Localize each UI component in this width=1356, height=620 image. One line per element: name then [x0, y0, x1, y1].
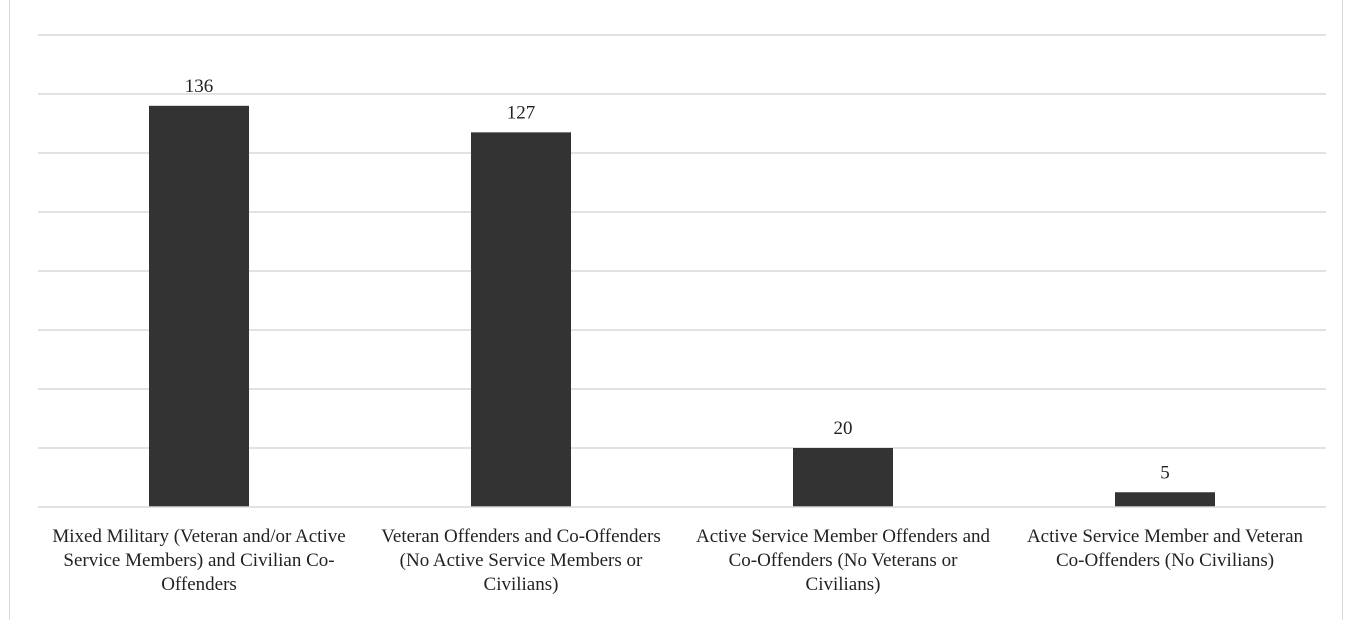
- data-label-1: 136: [185, 76, 214, 97]
- chart-frame: [9, 0, 1343, 620]
- category-label-1: Mixed Military (Veteran and/or Active Se…: [52, 526, 346, 595]
- gridlines: [38, 34, 1326, 449]
- data-labels: 136 127 20 5: [185, 76, 1170, 483]
- category-label-3: Active Service Member Offenders and Co-O…: [695, 526, 991, 595]
- bar-4: [1115, 492, 1215, 507]
- data-label-3: 20: [834, 418, 853, 439]
- bar-1: [149, 105, 249, 508]
- data-label-2: 127: [507, 102, 536, 123]
- data-label-4: 5: [1160, 462, 1170, 483]
- bar-3: [793, 448, 893, 507]
- category-label-4: Active Service Member and Veteran Co-Off…: [1026, 526, 1304, 571]
- bars: [149, 105, 1215, 508]
- category-label-2: Veteran Offenders and Co-Offenders (No A…: [381, 526, 661, 595]
- bar-2: [471, 132, 571, 507]
